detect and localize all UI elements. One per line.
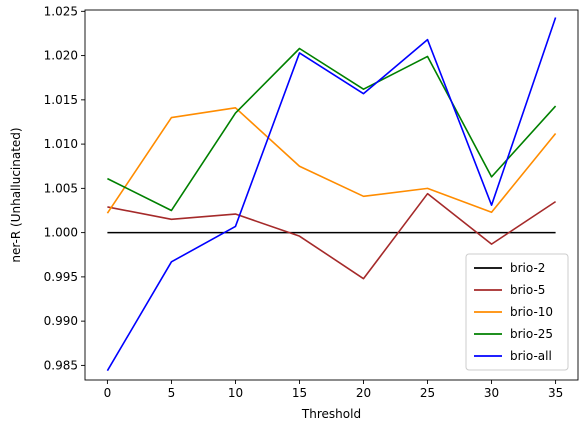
legend-label-brio-25: brio-25 [510,327,553,341]
legend-label-brio-all: brio-all [510,349,552,363]
x-axis-ticks: 0 5 10 15 20 25 30 35 [104,380,563,400]
legend: brio-2 brio-5 brio-10 brio-25 brio-all [465,253,569,371]
y-axis-label: ner-R (Unhallucinated) [9,127,23,262]
x-tick-label: 25 [420,386,435,400]
series-line-brio-25 [107,47,557,212]
series-line-brio-5 [107,192,557,280]
series-line-brio-all [106,17,557,372]
series-line-brio-10 [106,107,557,214]
y-tick-label: 0.990 [44,314,78,328]
y-tick-label: 1.015 [44,93,78,107]
y-tick-label: 1.025 [44,4,78,18]
x-axis-label: Threshold [301,407,361,421]
x-tick-label: 0 [104,386,112,400]
series-lines [106,17,557,372]
x-tick-label: 30 [484,386,499,400]
y-tick-label: 1.010 [44,137,78,151]
legend-box [465,253,569,371]
x-tick-label: 10 [228,386,243,400]
y-tick-label: 1.000 [44,226,78,240]
x-tick-label: 15 [292,386,307,400]
plot-frame [84,9,579,381]
legend-label-brio-2: brio-2 [510,261,545,275]
y-tick-label: 1.020 [44,49,78,63]
y-tick-label: 0.985 [44,358,78,372]
y-axis-ticks: 0.985 0.990 0.995 1.000 1.005 1.010 1.015 1.020… [44,4,85,372]
legend-label-brio-5: brio-5 [510,283,545,297]
x-tick-label: 35 [548,386,563,400]
y-tick-label: 1.005 [44,181,78,195]
x-tick-label: 20 [356,386,371,400]
x-tick-label: 5 [168,386,176,400]
legend-label-brio-10: brio-10 [510,305,553,319]
y-tick-label: 0.995 [44,270,78,284]
